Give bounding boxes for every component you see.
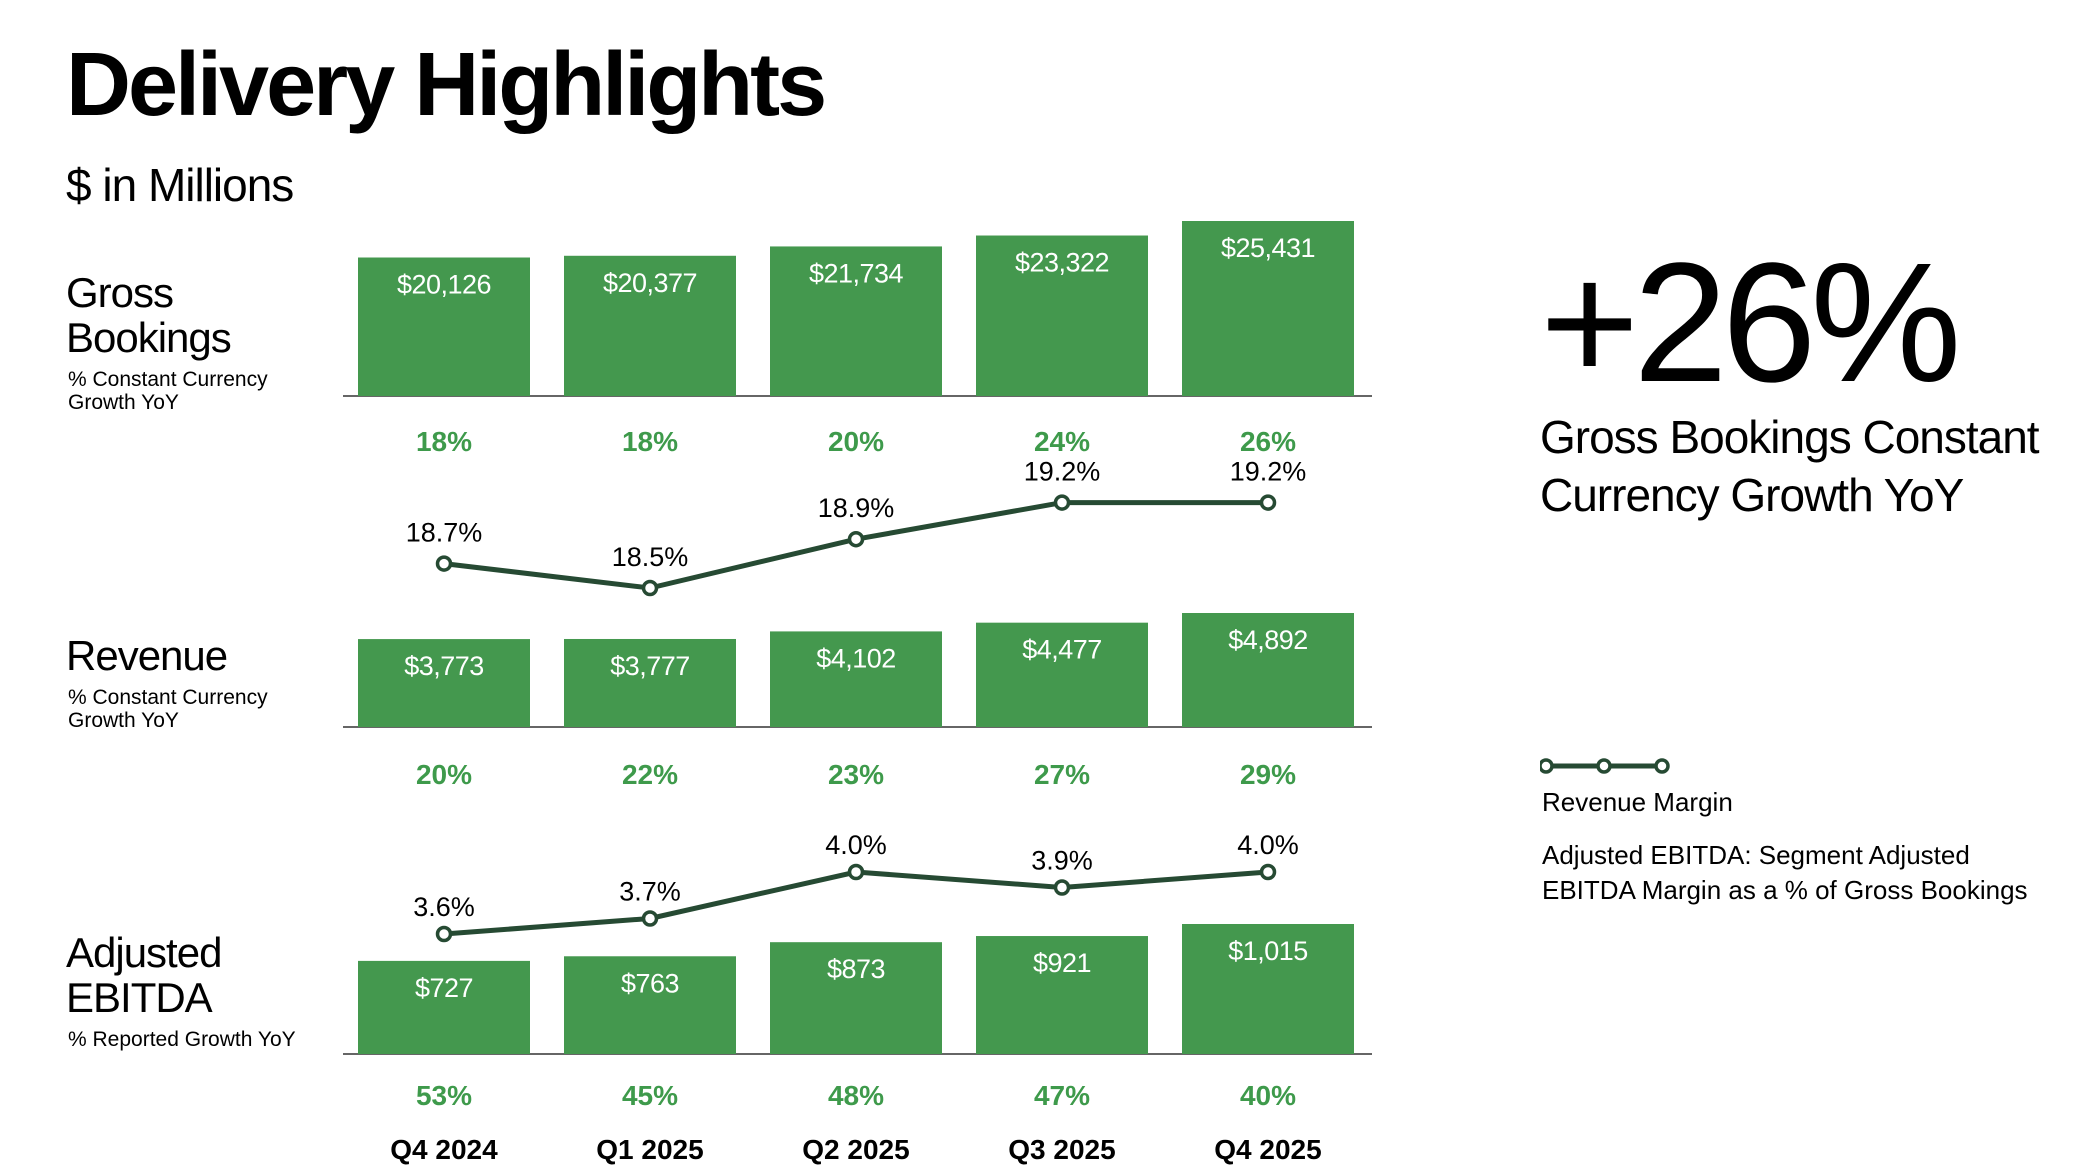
gross-bookings-bar-value-label: $21,734 [809, 258, 904, 288]
ebitda-growth-label: 47% [1034, 1080, 1090, 1111]
ebitda-bar [1182, 924, 1354, 1054]
revenue-label: Revenue [66, 632, 228, 679]
revenue-bar-value-label: $4,477 [1022, 635, 1102, 665]
x-axis-category-label: Q2 2025 [802, 1134, 909, 1165]
x-axis-category-label: Q4 2025 [1214, 1134, 1321, 1165]
ebitda-margin-label: 3.9% [1031, 846, 1093, 876]
x-axis-category-label: Q1 2025 [596, 1134, 703, 1165]
revenue-margin-point [641, 579, 659, 597]
ebitda-margin-point [435, 925, 453, 943]
revenue-margin-point [435, 555, 453, 572]
ebitda-bar-value-label: $727 [415, 973, 473, 1003]
revenue-growth-label: 20% [416, 759, 472, 790]
revenue-bar [1182, 613, 1354, 727]
adjusted-ebitda-sublabel-line1: % Reported Growth YoY [68, 1028, 296, 1051]
ebitda-margin-label: 3.7% [619, 877, 681, 907]
revenue-margin-label: 18.9% [818, 493, 895, 523]
ebitda-margin-point [847, 863, 865, 881]
ebitda-bar [358, 960, 530, 1054]
x-axis-category-label: Q3 2025 [1008, 1134, 1115, 1165]
ebitda-growth-label: 40% [1240, 1080, 1296, 1111]
ebitda-margin-label: 4.0% [825, 830, 887, 860]
revenue-growth-label: 23% [828, 759, 884, 790]
ebitda-bar-value-label: $763 [621, 968, 679, 998]
ebitda-bar [770, 942, 942, 1054]
x-axis-category-label: Q4 2024 [390, 1134, 498, 1165]
revenue-margin-label: 18.7% [406, 518, 483, 548]
page-title: Delivery Highlights [66, 35, 827, 135]
ebitda-growth-label: 53% [416, 1080, 472, 1111]
revenue-sublabel: % Constant Currency Growth YoY [68, 686, 268, 732]
legend-note: Adjusted EBITDA: Segment Adjusted EBITDA… [1542, 840, 2028, 905]
revenue-bar [564, 638, 736, 727]
gross-bookings-bar [564, 255, 736, 396]
gross-bookings-bar-value-label: $25,431 [1221, 233, 1315, 263]
adjusted-ebitda-label: Adjusted EBITDA [66, 929, 222, 1021]
adjusted-ebitda-label-line2: EBITDA [66, 974, 213, 1021]
revenue-margin-label: 19.2% [1230, 457, 1307, 487]
gross-bookings-growth-label: 24% [1034, 426, 1090, 457]
gross-bookings-bar [976, 235, 1148, 396]
legend-label: Revenue Margin [1542, 787, 1733, 817]
revenue-growth-label: 27% [1034, 759, 1090, 790]
legend-line-icon [1540, 758, 1670, 774]
ebitda-bar [564, 956, 736, 1054]
delivery-charts: $20,126 18% $20,377 18% $21,734 20% $23,322 24%… [343, 221, 1372, 1165]
ebitda-margin-line [443, 869, 1269, 937]
ebitda-margin-point [641, 910, 659, 927]
ebitda-margin-point [1053, 879, 1071, 896]
adjusted-ebitda-label-line1: Adjusted [66, 929, 222, 976]
gross-bookings-sublabel-line1: % Constant Currency [68, 368, 268, 391]
gross-bookings-growth-label: 18% [622, 426, 678, 457]
ebitda-margin-label: 4.0% [1237, 830, 1299, 860]
revenue-margin-point [1053, 494, 1071, 511]
revenue-margin-point [1259, 494, 1277, 511]
revenue-sublabel-line1: % Constant Currency [68, 686, 268, 709]
ebitda-bar-value-label: $1,015 [1228, 936, 1308, 966]
gross-bookings-bar-value-label: $23,322 [1015, 248, 1109, 278]
gross-bookings-label-line1: Gross [66, 269, 174, 316]
gross-bookings-label: Gross Bookings [66, 269, 232, 361]
revenue-margin-label: 18.5% [612, 542, 689, 572]
ebitda-bar-value-label: $873 [827, 954, 885, 984]
gross-bookings-growth-label: 18% [416, 426, 472, 457]
ebitda-bar-value-label: $921 [1033, 948, 1091, 978]
revenue-bar [976, 622, 1148, 727]
revenue-bar-value-label: $3,777 [610, 651, 690, 681]
gross-bookings-bar [358, 257, 530, 396]
revenue-sublabel-line2: Growth YoY [68, 709, 179, 732]
gross-bookings-bar [1182, 221, 1354, 396]
gross-bookings-bar [770, 246, 942, 396]
ebitda-margin-point [1259, 863, 1277, 881]
gross-bookings-bar-value-label: $20,126 [397, 270, 491, 300]
revenue-margin-point [847, 530, 865, 548]
adjusted-ebitda-sublabel: % Reported Growth YoY [68, 1028, 296, 1051]
ebitda-growth-label: 48% [828, 1080, 884, 1111]
revenue-bar-value-label: $3,773 [404, 651, 484, 681]
revenue-bar [770, 631, 942, 727]
gross-bookings-growth-label: 26% [1240, 426, 1296, 457]
revenue-bar-value-label: $4,102 [816, 643, 896, 673]
revenue-growth-label: 29% [1240, 759, 1296, 790]
gross-bookings-sublabel-line2: Growth YoY [68, 391, 179, 414]
revenue-growth-label: 22% [622, 759, 678, 790]
gross-bookings-sublabel: % Constant Currency Growth YoY [68, 368, 268, 414]
revenue-margin-label: 19.2% [1024, 457, 1101, 487]
gross-bookings-bar-value-label: $20,377 [603, 268, 697, 298]
gross-bookings-label-line2: Bookings [66, 314, 232, 361]
ebitda-bar [976, 936, 1148, 1054]
ebitda-margin-label: 3.6% [413, 892, 475, 922]
kpi-growth-caption: Gross Bookings Constant Currency Growth … [1540, 411, 2040, 521]
revenue-label-line1: Revenue [66, 632, 228, 679]
gross-bookings-growth-label: 20% [828, 426, 884, 457]
revenue-bar [358, 639, 530, 727]
units-subtitle: $ in Millions [66, 159, 294, 211]
kpi-growth-value: +26% [1540, 228, 1962, 418]
ebitda-growth-label: 45% [622, 1080, 678, 1111]
revenue-bar-value-label: $4,892 [1228, 625, 1308, 655]
